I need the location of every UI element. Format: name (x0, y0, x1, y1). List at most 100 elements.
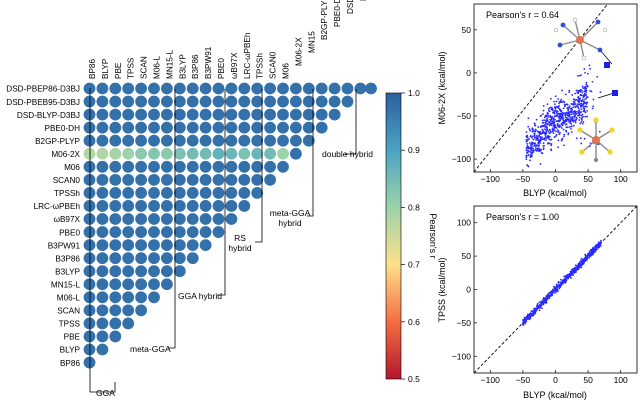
scatter-point (546, 117, 549, 120)
scatter-point (555, 133, 558, 136)
scatter-point (558, 124, 561, 127)
row-label: BLYP (60, 346, 81, 355)
heatmap-cell (225, 108, 238, 121)
heatmap-cell (173, 82, 186, 95)
scatter-point (549, 120, 552, 123)
scatter-point (579, 105, 582, 107)
scatter-point (557, 290, 559, 293)
scatter-point (535, 129, 537, 132)
scatter-point (561, 111, 564, 114)
heatmap-cell (199, 187, 212, 199)
scatter-point (557, 131, 559, 134)
scatter-point (542, 303, 545, 306)
group-label-gga-hybrid: GGA hybrid (178, 291, 222, 301)
heatmap-cell (238, 187, 251, 199)
heatmap-cell (225, 160, 238, 173)
heatmap-cell (122, 134, 135, 147)
scatter-point (587, 252, 590, 255)
scatter-point (577, 107, 580, 110)
heatmap-cell (212, 95, 225, 108)
heatmap-cell (238, 82, 251, 95)
heatmap-cell (161, 95, 173, 108)
scatter-point (526, 164, 529, 166)
scatter-point (578, 113, 581, 116)
heatmap-cell (135, 160, 148, 173)
scatter-point (578, 265, 581, 268)
scatter-point (578, 111, 581, 114)
heatmap-cell (277, 134, 289, 147)
column-label: B3P86 (191, 54, 200, 79)
colorbar-tick-label: 0.5 (408, 374, 420, 384)
scatter-point (536, 302, 539, 305)
scatter-point (572, 120, 575, 123)
scatter-point (585, 256, 588, 258)
heatmap-cell (290, 95, 302, 108)
heatmap-cell (225, 200, 238, 212)
highlight-marker-2 (612, 90, 618, 96)
scatter-point (533, 312, 536, 314)
scatter-point (583, 258, 586, 261)
heatmap-cell (148, 239, 160, 252)
heatmap-cell (96, 213, 109, 225)
heatmap-cell (225, 147, 238, 160)
scatter-point (570, 103, 573, 105)
heatmap-cell (96, 291, 109, 304)
heatmap-cell (315, 95, 328, 108)
heatmap-cell (109, 252, 122, 265)
heatmap-cell (264, 147, 276, 160)
scatter-point (528, 142, 531, 144)
group-label-double-hybrid: double hybrid (322, 149, 373, 159)
colorbar-label: Pearson's r (428, 213, 438, 258)
scatter-point (565, 278, 568, 281)
scatter-point (553, 125, 556, 127)
heatmap-cell (122, 187, 135, 199)
scatter-point (535, 149, 538, 152)
scatter-point (538, 134, 541, 137)
scatter-point (550, 143, 553, 145)
scatter-point (525, 315, 528, 318)
heatmap-cell (264, 121, 276, 134)
colorbar-tick-label: 0.8 (408, 202, 420, 212)
scatter-point (553, 285, 555, 288)
scatter-point (569, 119, 572, 122)
scatter-point (559, 110, 562, 112)
y-tick-label: −100 (452, 154, 471, 164)
scatter-point (564, 114, 567, 117)
scatter-point (537, 137, 539, 140)
scatter-point (587, 72, 589, 75)
scatter-point (540, 136, 543, 139)
heatmap-cell (173, 147, 186, 160)
scatter-point (525, 131, 528, 133)
scatter-point (546, 136, 549, 139)
scatter-point (592, 247, 594, 250)
scatter-point (575, 269, 577, 272)
scatter-point (562, 107, 565, 110)
scatter-point (546, 103, 549, 106)
scatter-point (524, 322, 526, 325)
heatmap-cell (238, 147, 251, 160)
scatter-point (564, 280, 567, 283)
heatmap-cell (135, 108, 148, 121)
row-label: B3PW91 (48, 241, 81, 250)
scatter-point (574, 121, 577, 124)
scatter-point (540, 148, 543, 151)
scatter-point (577, 110, 580, 113)
scatter-point (547, 130, 550, 133)
scatter-point (542, 105, 545, 107)
scatter-point (546, 112, 549, 115)
scatter-point (561, 121, 564, 124)
heatmap-cell (173, 213, 186, 225)
heatmap-cell (109, 95, 122, 108)
scatter-point (579, 137, 582, 140)
x-tick-label: −50 (516, 174, 531, 184)
heatmap-cell (148, 265, 160, 278)
scatter-point (558, 283, 561, 286)
row-label: PBE0 (59, 228, 80, 237)
heatmap-cell (122, 95, 135, 108)
heatmap-cell (96, 173, 109, 186)
heatmap-cell (83, 134, 96, 147)
heatmap-cell (122, 226, 135, 238)
heatmap-cell (122, 200, 135, 212)
scatter-point (541, 132, 544, 134)
